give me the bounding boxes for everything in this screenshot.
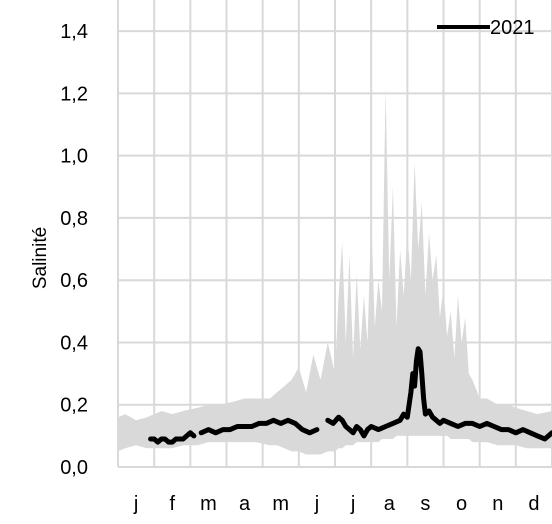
range-band-area — [118, 87, 552, 455]
x-tick-label: a — [384, 493, 396, 515]
x-tick-label: m — [200, 493, 217, 515]
y-tick-label: 1,0 — [60, 146, 88, 168]
y-tick-label: 0,8 — [60, 208, 88, 230]
y-tick-label: 0,2 — [60, 395, 88, 417]
y-tick-label: 0,4 — [60, 332, 88, 354]
series-line-2021 — [148, 430, 197, 445]
x-tick-label: j — [314, 493, 319, 515]
series-layer — [148, 346, 552, 445]
y-tick-label: 1,4 — [60, 21, 88, 43]
x-tick-label: j — [133, 493, 138, 515]
x-tick-label: n — [492, 493, 503, 515]
x-tick-label: f — [169, 493, 175, 515]
x-tick-label: m — [272, 493, 289, 515]
y-tick-labels: 0,0 0,2 0,4 0,6 0,8 1,0 1,2 1,4 — [60, 21, 88, 479]
x-tick-label: a — [239, 493, 251, 515]
series-line-2021 — [325, 346, 552, 442]
y-tick-label: 1,2 — [60, 83, 88, 105]
x-tick-label: j — [350, 493, 355, 515]
x-tick-label: s — [420, 493, 430, 515]
legend: 2021 — [437, 17, 535, 39]
x-tick-label: d — [528, 493, 539, 515]
series-line-2021 — [198, 417, 320, 436]
legend-label-2021: 2021 — [490, 17, 535, 39]
y-axis-title: Salinité — [30, 227, 51, 289]
x-tick-label: o — [456, 493, 467, 515]
range-band-layer — [118, 87, 552, 455]
y-tick-label: 0,0 — [60, 457, 88, 479]
y-tick-label: 0,6 — [60, 270, 88, 292]
